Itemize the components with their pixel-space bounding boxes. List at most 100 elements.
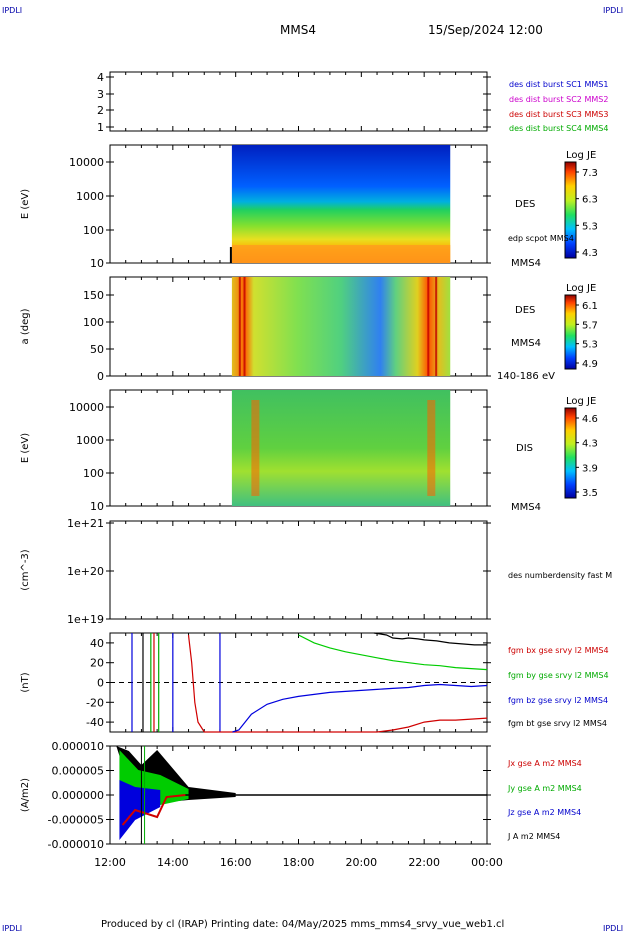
current-jz-envelope <box>119 780 161 840</box>
legend-jy: Jy gse A m2 MMS4 <box>508 784 582 793</box>
x-tick-label: 16:00 <box>220 856 252 869</box>
footer-credit: Produced by cl (IRAP) Printing date: 04/… <box>101 919 505 930</box>
panel5-legend: des numberdensity fast M <box>508 571 613 580</box>
des-energy-spectrogram <box>231 145 451 263</box>
scpot-band <box>231 245 451 263</box>
y-axis-label: (nT) <box>20 672 31 692</box>
dis-energy-spectrogram <box>231 390 451 506</box>
legend-sc1: des dist burst SC1 MMS1 <box>509 80 609 89</box>
panel-frame-1 <box>109 71 488 132</box>
y-axis-label: a (deg) <box>20 308 31 344</box>
colorbar-tick-label: 3.9 <box>582 463 598 474</box>
colorbar-tick-label: 4.9 <box>582 359 598 370</box>
y-tick-label: -20 <box>86 696 104 709</box>
pitch-streak <box>427 277 430 376</box>
y-tick-label: 1e+19 <box>67 613 104 626</box>
y-tick-label: -0.000005 <box>48 814 104 827</box>
legend-jx: Jx gse A m2 MMS4 <box>508 759 582 768</box>
y-tick-label: 100 <box>83 316 104 329</box>
y-tick-label: -0.000010 <box>48 838 104 851</box>
corner-top-right: IPDLI <box>603 6 624 15</box>
panel-frame-5 <box>109 520 488 620</box>
y-tick-label: 3 <box>97 88 104 101</box>
colorbar-2 <box>564 294 577 370</box>
colorbar-tick-label: 4.3 <box>582 439 598 450</box>
ion-streak <box>251 400 260 496</box>
panel3-bottom-label: 140-186 eV <box>497 371 555 382</box>
colorbar-tick-label: 4.6 <box>582 414 598 425</box>
y-tick-label: 0.000005 <box>52 765 105 778</box>
field-series-0 <box>187 634 488 733</box>
y-tick-label: 10000 <box>69 156 104 169</box>
y-axis-label: E (eV) <box>20 189 31 219</box>
legend-j: J A m2 MMS4 <box>508 832 561 841</box>
colorbar-tick-label: 6.1 <box>582 301 598 312</box>
legend-sc3: des dist burst SC3 MMS3 <box>509 110 609 119</box>
x-tick-label: 12:00 <box>94 856 126 869</box>
x-tick-label: 14:00 <box>157 856 189 869</box>
y-tick-label: 4 <box>97 71 104 84</box>
pitch-streak <box>243 277 246 376</box>
y-tick-label: 0.000010 <box>52 740 105 753</box>
legend-sc2: des dist burst SC2 MMS2 <box>509 95 609 104</box>
y-tick-label: 1000 <box>76 190 104 203</box>
pitch-streak <box>435 277 438 376</box>
y-tick-label: 1e+20 <box>67 565 104 578</box>
x-tick-label: 18:00 <box>283 856 315 869</box>
legend-bt: fgm bt gse srvy l2 MMS4 <box>508 719 607 728</box>
y-tick-label: -40 <box>86 716 104 729</box>
panel4-colorbar-title: Log JE <box>566 396 597 407</box>
corner-bottom-right: IPDLI <box>603 924 624 933</box>
panel2-colorbar-title: Log JE <box>566 150 597 161</box>
y-axis-label: (A/m2) <box>20 778 31 812</box>
y-tick-label: 0 <box>97 370 104 383</box>
y-axis-label: E (eV) <box>20 433 31 463</box>
x-tick-label: 20:00 <box>345 856 377 869</box>
field-series-2 <box>232 683 488 733</box>
colorbar-tick-label: 7.3 <box>582 168 598 179</box>
colorbar-tick-label: 5.7 <box>582 320 598 331</box>
legend-bx: fgm bx gse srvy l2 MMS4 <box>508 646 609 655</box>
y-axis-label: (cm^-3) <box>20 549 31 590</box>
panel2-side-label: DES <box>515 199 536 210</box>
y-tick-label: 10 <box>90 500 104 513</box>
des-pitch-angle-spectrogram <box>231 277 451 376</box>
panel4-bottom-label: MMS4 <box>511 502 541 513</box>
spacecraft-title: MMS4 <box>280 23 316 37</box>
corner-top-left: IPDLI <box>2 6 23 15</box>
ion-streak <box>427 400 436 496</box>
corner-bottom-left: IPDLI <box>2 924 23 933</box>
y-tick-label: 40 <box>90 637 104 650</box>
y-tick-label: 100 <box>83 224 104 237</box>
legend-by: fgm by gse srvy l2 MMS4 <box>508 671 609 680</box>
datetime-title: 15/Sep/2024 12:00 <box>428 23 543 37</box>
y-tick-label: 150 <box>83 289 104 302</box>
panel3-colorbar-title: Log JE <box>566 283 597 294</box>
colorbar-tick-label: 5.3 <box>582 221 598 232</box>
panel4-side-label: DIS <box>516 443 533 454</box>
panel3-side-label: DES <box>515 305 536 316</box>
y-tick-label: 0 <box>97 677 104 690</box>
pitch-streak <box>238 277 241 376</box>
y-tick-label: 20 <box>90 657 104 670</box>
legend-sc4: des dist burst SC4 MMS4 <box>509 124 609 133</box>
legend-jz: Jz gse A m2 MMS4 <box>508 808 582 817</box>
y-tick-label: 10 <box>90 257 104 270</box>
panel3-sub-label: MMS4 <box>511 338 541 349</box>
y-tick-label: 10000 <box>69 401 104 414</box>
x-tick-label: 00:00 <box>471 856 503 869</box>
colorbar-tick-label: 4.3 <box>582 248 598 259</box>
panel2-bottom-label: MMS4 <box>511 258 541 269</box>
field-series-1 <box>298 634 488 671</box>
x-tick-label: 22:00 <box>408 856 440 869</box>
y-tick-label: 1 <box>97 121 104 134</box>
y-tick-label: 2 <box>97 104 104 117</box>
y-tick-label: 100 <box>83 467 104 480</box>
panel2-sub-label: edp scpot MMS4 <box>508 234 574 243</box>
y-tick-label: 1e+21 <box>67 517 104 530</box>
colorbar-tick-label: 6.3 <box>582 195 598 206</box>
field-series-3 <box>373 632 487 646</box>
y-tick-label: 1000 <box>76 434 104 447</box>
legend-bz: fgm bz gse srvy l2 MMS4 <box>508 696 609 705</box>
